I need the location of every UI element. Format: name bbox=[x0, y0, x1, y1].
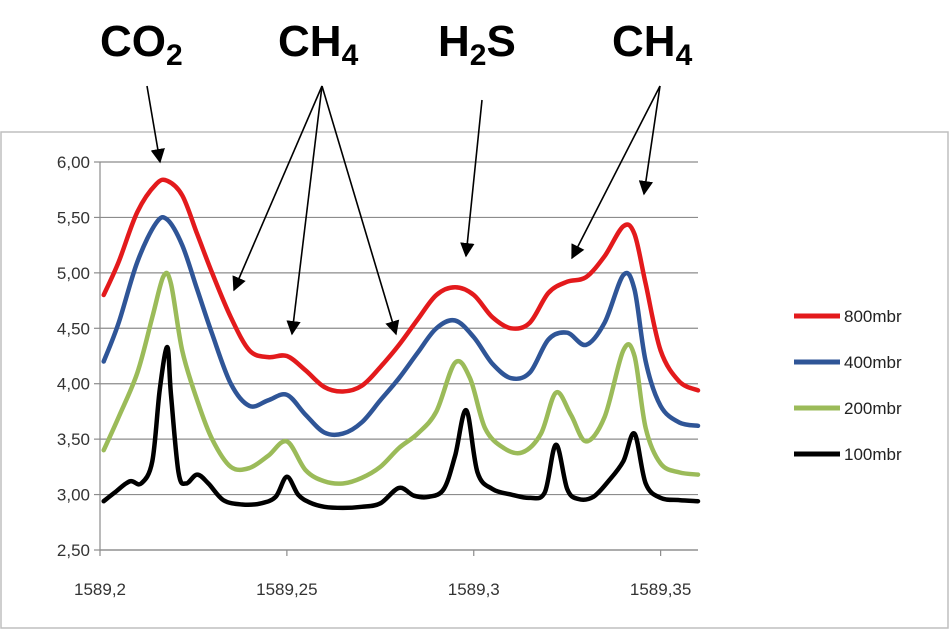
legend-label-100mbr: 100mbr bbox=[844, 445, 902, 464]
annotation-arrow bbox=[146, 85, 165, 164]
x-tick-label: 1589,2 bbox=[74, 580, 126, 599]
series-line-400mbr bbox=[101, 215, 701, 438]
y-axis: 2,50 3,00 3,50 4,00 4,50 5,00 5,50 6,00 bbox=[57, 153, 101, 560]
annotation-co2: CO2 bbox=[100, 17, 183, 72]
annotation-arrow bbox=[286, 85, 323, 336]
series-line-100mbr bbox=[101, 344, 701, 511]
y-tick-label: 4,00 bbox=[57, 375, 90, 394]
annotation-arrow bbox=[321, 85, 400, 336]
annotation-arrow bbox=[638, 85, 661, 196]
annotation-ch4-left: CH4 bbox=[278, 17, 359, 72]
annotation-h2s: H2S bbox=[438, 17, 516, 72]
series-line-800mbr bbox=[101, 177, 701, 394]
legend: 800mbr 400mbr 200mbr 100mbr bbox=[794, 307, 902, 464]
y-tick-label: 5,00 bbox=[57, 264, 90, 283]
y-tick-label: 3,50 bbox=[57, 430, 90, 449]
y-tick-label: 2,50 bbox=[57, 541, 90, 560]
legend-label-200mbr: 200mbr bbox=[844, 399, 902, 418]
annotation-arrows bbox=[146, 85, 661, 336]
annotation-ch4-right: CH4 bbox=[612, 17, 693, 72]
y-tick-label: 3,00 bbox=[57, 486, 90, 505]
y-tick-label: 6,00 bbox=[57, 153, 90, 172]
x-tick-label: 1589,25 bbox=[256, 580, 317, 599]
chart-area-border bbox=[0, 131, 949, 629]
legend-label-800mbr: 800mbr bbox=[844, 307, 902, 326]
series-layer bbox=[101, 177, 701, 511]
legend-label-400mbr: 400mbr bbox=[844, 353, 902, 372]
y-tick-label: 4,50 bbox=[57, 319, 90, 338]
x-axis: 1589,2 1589,25 1589,3 1589,35 bbox=[74, 549, 698, 599]
series-line-200mbr bbox=[101, 270, 701, 486]
y-tick-label: 5,50 bbox=[57, 208, 90, 227]
annotation-arrow bbox=[232, 85, 323, 292]
annotation-arrow bbox=[571, 85, 661, 260]
x-tick-label: 1589,3 bbox=[448, 580, 500, 599]
annotation-arrow bbox=[460, 99, 483, 258]
x-tick-label: 1589,35 bbox=[630, 580, 691, 599]
